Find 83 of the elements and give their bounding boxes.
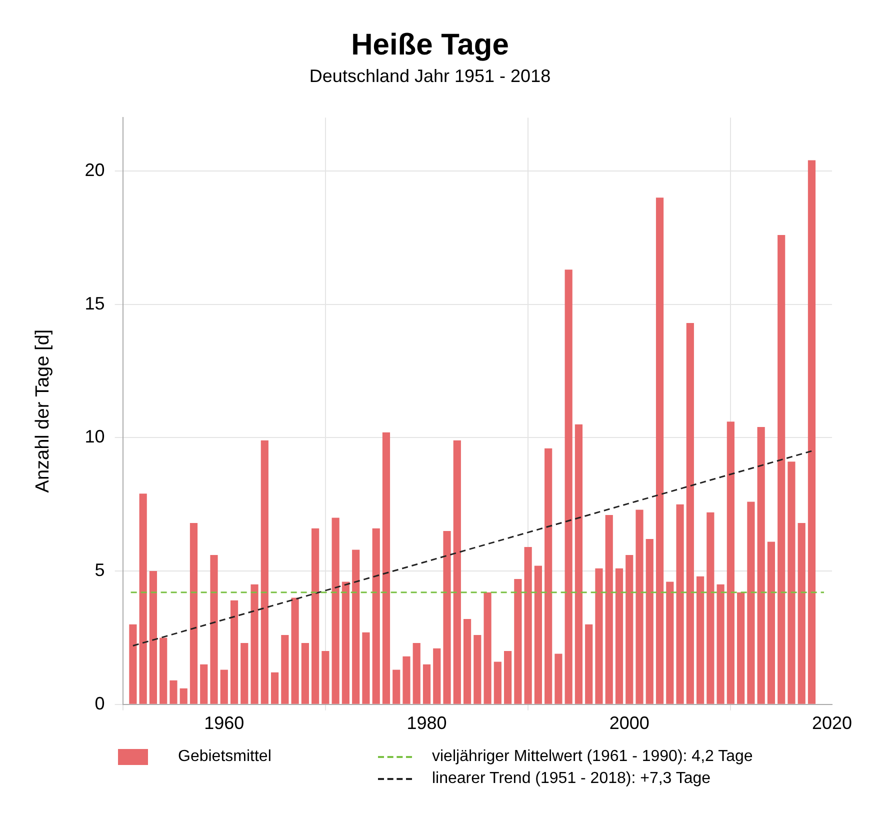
legend-label: linearer Trend (1951 - 2018): +7,3 Tage (432, 770, 711, 788)
bar (686, 322, 694, 704)
bar (260, 440, 268, 704)
bar (696, 576, 704, 704)
y-tick-label: 20 (84, 160, 105, 180)
bar (443, 531, 451, 704)
bar (514, 579, 522, 704)
chart-subtitle: Deutschland Jahr 1951 - 2018 (309, 66, 551, 86)
bar (747, 502, 755, 704)
bar (676, 504, 684, 704)
bar (656, 198, 664, 704)
bar (453, 440, 461, 704)
bar (322, 651, 330, 704)
bar (372, 528, 380, 704)
bar (240, 643, 248, 704)
y-tick-label: 0 (94, 693, 105, 714)
bar (412, 643, 420, 704)
bar (332, 518, 340, 704)
legend-label: vieljähriger Mittelwert (1961 - 1990): 4,2 Tage (432, 748, 753, 766)
bar (544, 448, 552, 704)
legend-label: Gebietsmittel (178, 748, 272, 766)
bar (554, 654, 562, 704)
bar (362, 632, 370, 704)
bar (666, 582, 674, 704)
bar (422, 664, 431, 704)
bar (312, 528, 320, 704)
x-tick-label: 2020 (812, 713, 852, 734)
bar (190, 523, 198, 704)
bar (291, 598, 299, 704)
bar (149, 571, 158, 704)
bar (585, 624, 593, 704)
bar (564, 270, 572, 704)
bar (726, 422, 734, 704)
bar (352, 550, 360, 704)
y-axis-title: Anzahl der Tage [d] (32, 329, 54, 493)
bar (716, 584, 724, 704)
bar (382, 432, 390, 704)
bar (494, 662, 502, 704)
bar (342, 582, 350, 704)
x-tick-label: 2000 (609, 713, 650, 734)
bar (250, 584, 258, 704)
x-tick-label: 1960 (204, 713, 244, 734)
bar (646, 539, 654, 704)
bar (636, 510, 644, 704)
bar (737, 592, 745, 704)
bar (534, 566, 542, 704)
bar (402, 656, 410, 704)
bar (605, 515, 613, 704)
y-tick-label: 5 (94, 560, 105, 580)
bar (626, 555, 634, 704)
bar (270, 672, 279, 704)
bar (463, 619, 472, 704)
bar (160, 638, 168, 704)
bar (778, 234, 786, 704)
bar (180, 688, 188, 704)
bar (524, 547, 532, 704)
bar (392, 670, 400, 704)
bar (767, 542, 776, 704)
bar (484, 592, 492, 704)
bar (129, 624, 137, 704)
bar (200, 664, 208, 704)
y-tick-label: 10 (84, 426, 105, 447)
bar (798, 523, 806, 704)
bar (301, 643, 309, 704)
y-tick-label: 15 (84, 293, 105, 314)
bar (220, 670, 228, 704)
bar (615, 568, 624, 704)
bar (504, 651, 512, 704)
bar (595, 568, 603, 704)
bar (574, 424, 583, 704)
chart-title: Heiße Tage (351, 28, 509, 62)
bar (281, 635, 289, 704)
bar (474, 635, 482, 704)
bar (757, 427, 765, 704)
bar (706, 512, 714, 704)
x-tick-label: 1980 (406, 713, 447, 734)
bar (788, 462, 796, 704)
bar (433, 648, 441, 704)
bar (230, 600, 238, 704)
bar (808, 160, 816, 704)
bar (170, 680, 178, 704)
bar (210, 555, 218, 704)
bar (139, 494, 147, 704)
